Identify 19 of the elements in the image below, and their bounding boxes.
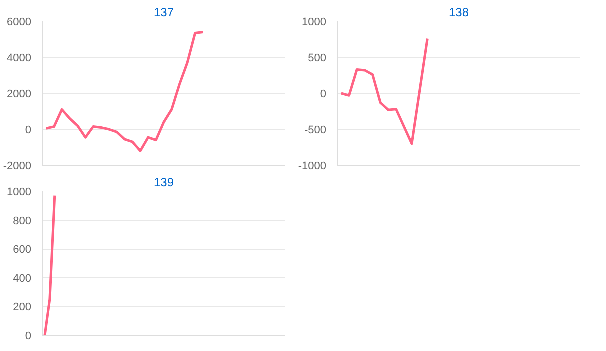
y-tick-label: -1000 xyxy=(298,160,327,172)
chart-title: 139 xyxy=(154,176,174,190)
y-tick-label: 0 xyxy=(25,330,32,342)
y-tick-label: 800 xyxy=(13,215,32,228)
y-tick-label: 4000 xyxy=(7,52,32,64)
y-tick-label: 1000 xyxy=(302,16,327,28)
y-tick-label: 1000 xyxy=(7,186,32,198)
y-tick-label: 0 xyxy=(320,88,327,100)
y-tick-label: 400 xyxy=(13,272,32,285)
chart-title: 137 xyxy=(154,6,174,20)
y-tick-label: 500 xyxy=(308,52,327,64)
y-tick-label: 0 xyxy=(25,124,32,136)
chart-title: 138 xyxy=(448,6,470,20)
y-tick-label: 200 xyxy=(13,302,32,314)
y-tick-label: 6000 xyxy=(7,16,32,28)
y-tick-label: 2000 xyxy=(7,88,32,100)
y-tick-label: 600 xyxy=(13,244,32,256)
y-tick-label: -500 xyxy=(304,124,327,136)
y-tick-label: -2000 xyxy=(3,160,32,172)
